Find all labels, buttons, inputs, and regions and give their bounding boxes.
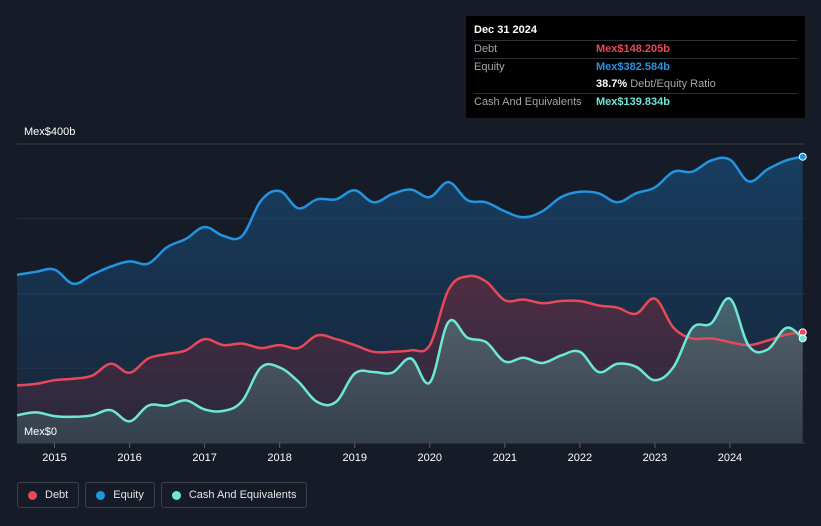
tooltip-ratio-value: 38.7% [596,78,628,90]
x-tick-label-2017: 2017 [192,452,216,464]
tooltip-equity-label: Equity [474,61,505,73]
x-tick-label-2021: 2021 [493,452,517,464]
x-tick-label-2016: 2016 [117,452,141,464]
legend-cash-dot-icon [171,490,181,500]
x-tick-label-2019: 2019 [342,452,366,464]
tooltip-row-ratio: 38.7% Debt/Equity Ratio [474,76,797,93]
tooltip-debt-label: Debt [474,43,498,55]
tooltip-cash-value: Mex$139.834b [596,96,670,108]
tooltip-row-cash: Cash And Equivalents Mex$139.834b [474,93,797,111]
x-tick-label-2023: 2023 [643,452,667,464]
y-axis-bottom-label: Mex$0 [24,426,57,438]
data-tooltip: Dec 31 2024 Debt Mex$148.205b Equity Mex… [466,16,805,118]
legend-item-cash[interactable]: Cash And Equivalents [160,482,308,508]
area-cash [17,298,803,443]
series-areas [17,156,803,443]
line-equity [16,155,803,286]
x-tick-label-2020: 2020 [418,452,442,464]
legend-debt-label: Debt [45,489,69,501]
x-tick-label-2015: 2015 [42,452,66,464]
tooltip-equity-value: Mex$382.584b [596,61,670,73]
tooltip-ratio-label: Debt/Equity Ratio [630,78,716,90]
x-tick-label-2024: 2024 [718,452,742,464]
x-tick-label-2022: 2022 [568,452,592,464]
legend-cash-label: Cash And Equivalents [188,489,297,501]
chart-legend: Debt Equity Cash And Equivalents [17,482,308,508]
x-tick-label-2018: 2018 [267,452,291,464]
legend-equity-dot-icon [96,490,106,500]
endpoint-equity [798,152,807,161]
tooltip-row-equity: Equity Mex$382.584b [474,58,797,76]
tooltip-date: Dec 31 2024 [474,24,537,36]
legend-debt-dot-icon [28,490,37,500]
legend-equity-label: Equity [113,489,144,501]
tooltip-debt-value: Mex$148.205b [596,43,670,55]
legend-item-debt[interactable]: Debt [17,482,80,508]
legend-item-equity[interactable]: Equity [85,482,155,508]
tooltip-row-debt: Debt Mex$148.205b [474,40,797,58]
tooltip-cash-label: Cash And Equivalents [474,96,582,108]
tooltip-ratio-spacer [474,76,596,93]
line-debt [16,274,803,387]
series-lines [16,152,807,423]
line-cash [16,297,804,423]
y-axis-top-label: Mex$400b [24,126,75,138]
endpoint-cash [798,334,807,343]
x-axis-ticks: 2015 2016 2017 2018 2019 2020 2021 2022 2023 2024 [42,443,742,464]
